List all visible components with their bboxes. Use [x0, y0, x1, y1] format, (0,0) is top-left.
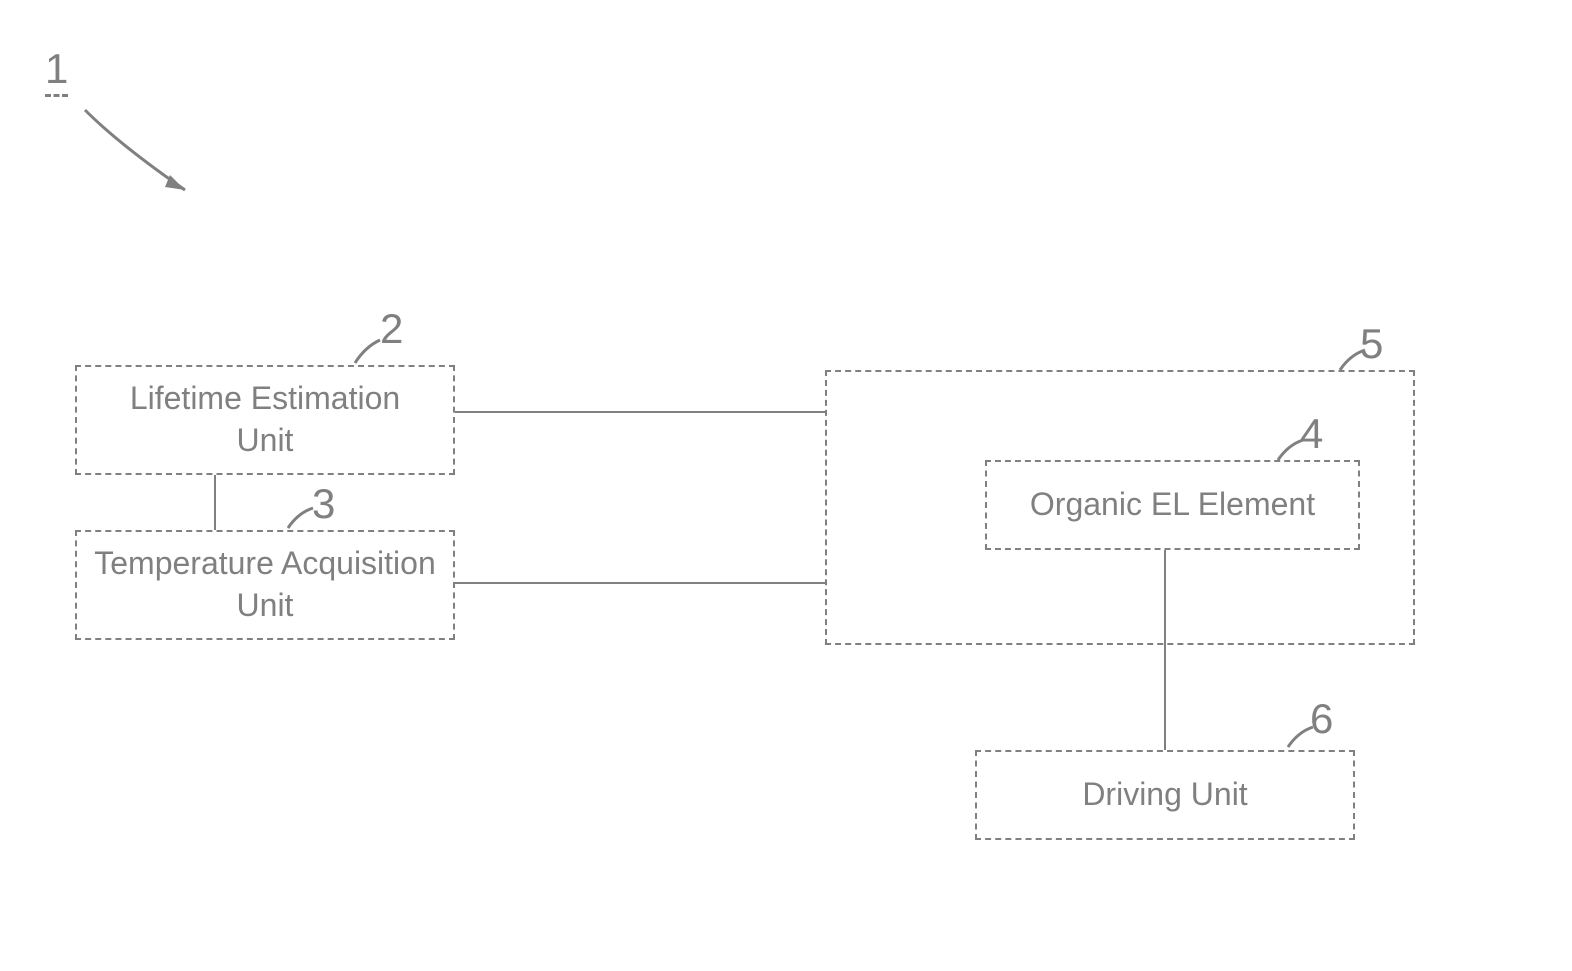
block-label-temperature: Temperature Acquisition Unit — [94, 543, 436, 626]
block-label-driving: Driving Unit — [1082, 774, 1247, 816]
edge-organic-to-driving — [1164, 550, 1166, 750]
block-label-organic-el: Organic EL Element — [1030, 484, 1315, 526]
block-label-lifetime: Lifetime Estimation Unit — [130, 378, 400, 461]
block-temperature-acquisition: Temperature Acquisition Unit — [75, 530, 455, 640]
ref-curve-3 — [283, 503, 323, 533]
ref-curve-4 — [1273, 435, 1313, 465]
block-lifetime-estimation: Lifetime Estimation Unit — [75, 365, 455, 475]
ref-curve-5 — [1335, 345, 1375, 375]
ref-number-1: 1 — [45, 45, 68, 97]
ref-arrow-1 — [60, 95, 210, 215]
edge-lifetime-to-container — [455, 411, 825, 413]
block-organic-el-element: Organic EL Element — [985, 460, 1360, 550]
ref-curve-6 — [1283, 722, 1323, 752]
edge-temperature-to-container — [455, 582, 825, 584]
ref-curve-2 — [350, 335, 390, 370]
ref-label-1: 1 — [45, 45, 68, 93]
edge-lifetime-to-temperature — [214, 475, 216, 530]
block-driving-unit: Driving Unit — [975, 750, 1355, 840]
